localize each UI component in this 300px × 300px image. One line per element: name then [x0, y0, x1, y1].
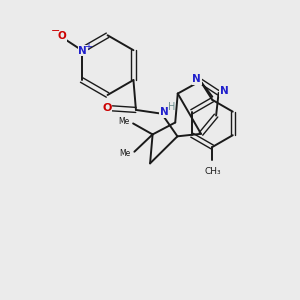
Text: O: O	[58, 32, 66, 41]
Text: O: O	[102, 103, 111, 113]
Text: N: N	[220, 86, 229, 96]
Text: N: N	[192, 74, 201, 84]
Text: CH₃: CH₃	[204, 167, 220, 176]
Text: H: H	[168, 102, 176, 112]
Text: −: −	[51, 26, 60, 36]
Text: Me: Me	[118, 117, 129, 126]
Text: N: N	[160, 107, 169, 117]
Text: +: +	[84, 42, 92, 52]
Text: N: N	[78, 46, 87, 56]
Text: Me: Me	[119, 149, 130, 158]
